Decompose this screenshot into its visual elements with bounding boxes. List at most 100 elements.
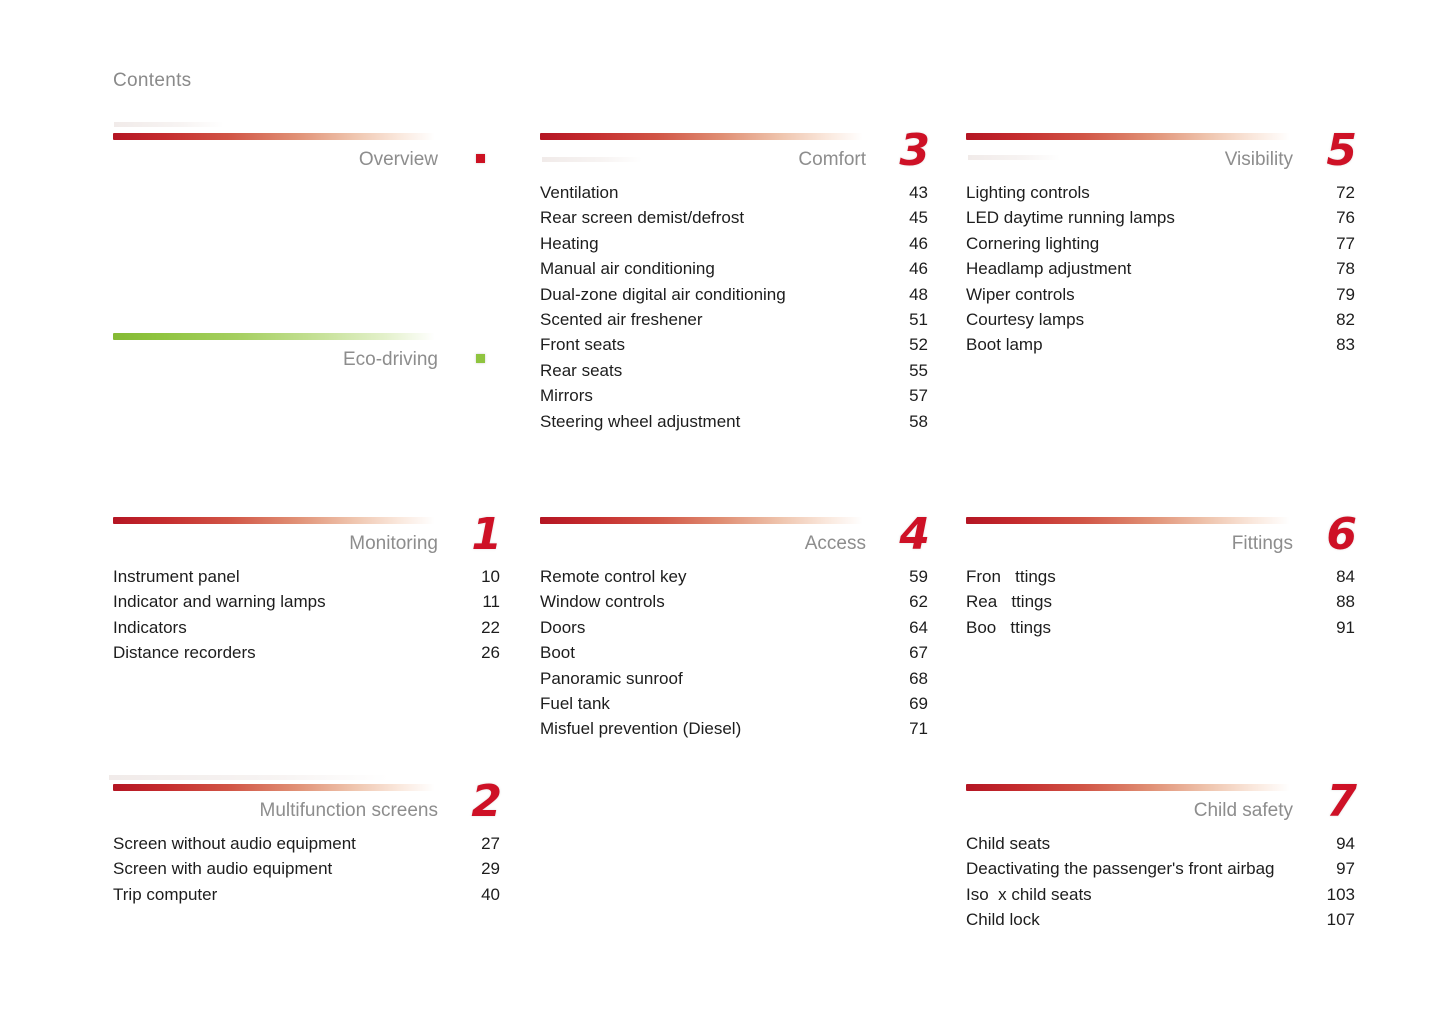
toc-item-page-number: 29 (481, 859, 500, 879)
toc-item: Fuel tank 69 (540, 691, 928, 716)
toc-item: Headlamp adjustment 78 (966, 256, 1355, 281)
toc-item-page-number: 77 (1336, 233, 1355, 253)
toc-item-page-number: 103 (1326, 884, 1355, 904)
toc-item-page-number: 26 (481, 643, 500, 663)
toc-item-label: Cornering lighting (966, 233, 1100, 253)
section-title: Access (804, 533, 866, 554)
toc-item-page-number: 88 (1336, 592, 1355, 612)
toc-item-label: Boo ttings (966, 617, 1052, 637)
section-gradient-bar (113, 333, 438, 340)
toc-item-label: Rear seats (540, 360, 623, 380)
toc-item-label: Scented air freshener (540, 310, 703, 330)
toc-item-label: Lighting controls (966, 183, 1090, 202)
section-item-list: Remote control key 59 Window controls 62 Doo… (540, 564, 928, 742)
section-title: Overview (358, 149, 438, 170)
toc-item-label: LED daytime running lamps (966, 208, 1175, 228)
section-number: 5 (1326, 125, 1357, 176)
section-number: 7 (1326, 776, 1357, 827)
toc-item: Child lock 107 (966, 907, 1355, 932)
toc-item-label: Deactivating the passenger's front airba… (966, 859, 1275, 879)
toc-item-page-number: 46 (909, 233, 928, 253)
section-gradient-bar (540, 133, 866, 140)
toc-item: Dual-zone digital air conditioning 48 (540, 282, 928, 307)
toc-item: Iso x child seats 103 (966, 882, 1355, 907)
toc-item-page-number: 78 (1336, 259, 1355, 279)
section-item-list: Child seats 94 Deactivating the passenger'… (966, 831, 1355, 933)
toc-item-label: Mirrors (540, 386, 593, 406)
toc-item: Indicator and warning lamps 11 (113, 589, 500, 614)
toc-item: Deactivating the passenger's front airba… (966, 856, 1355, 881)
toc-item-page-number: 46 (909, 259, 928, 279)
section-gradient-bar (966, 133, 1293, 140)
section-gradient-bar (113, 133, 438, 140)
toc-item-page-number: 69 (909, 694, 928, 714)
print-artifact (109, 775, 389, 780)
toc-item-label: Steering wheel adjustment (540, 411, 741, 431)
page-title: Contents (113, 70, 192, 91)
toc-item-page-number: 52 (909, 335, 928, 355)
toc-item-label: Wiper controls (966, 284, 1075, 304)
section-comfort: Comfort 3 Ventilation 43 Rear screen demis… (540, 126, 930, 434)
section-fittings: Fittings 6 Fron ttings 84 Rea ttings 88 Boo … (966, 510, 1357, 640)
toc-item: Panoramic sunroof 68 (540, 666, 928, 691)
toc-item-label: Doors (540, 617, 586, 637)
toc-item-label: Child lock (966, 910, 1040, 930)
toc-item-label: Fuel tank (540, 694, 610, 714)
toc-item-label: Rea ttings (966, 592, 1052, 612)
section-gradient-bar (540, 517, 866, 524)
toc-item-label: Misfuel prevention (Diesel) (540, 719, 742, 739)
toc-item-page-number: 10 (481, 567, 500, 586)
toc-item: Distance recorders 26 (113, 640, 500, 665)
toc-item-label: Boot (540, 643, 575, 663)
toc-item: Wiper controls 79 (966, 282, 1355, 307)
section-gradient-bar (966, 517, 1293, 524)
toc-item: Window controls 62 (540, 589, 928, 614)
section-item-list: Lighting controls 72 LED daytime running l… (966, 180, 1355, 358)
section-item-list: Instrument panel 10 Indicator and warning … (113, 564, 500, 666)
toc-item: Boo ttings 91 (966, 615, 1355, 640)
toc-item-label: Front seats (540, 335, 626, 355)
toc-item-page-number: 51 (909, 310, 928, 330)
toc-item: Rea ttings 88 (966, 589, 1355, 614)
toc-item-label: Indicators (113, 617, 187, 637)
toc-item-page-number: 62 (909, 592, 928, 612)
toc-item-label: Screen with audio equipment (113, 859, 333, 879)
toc-item-page-number: 97 (1336, 859, 1355, 879)
toc-item-page-number: 79 (1336, 284, 1355, 304)
toc-item: Fron ttings 84 (966, 564, 1355, 589)
toc-item: Trip computer 40 (113, 882, 500, 907)
section-number: 1 (471, 509, 502, 560)
toc-item-label: Instrument panel (113, 567, 240, 586)
toc-item: Screen without audio equipment 27 (113, 831, 500, 856)
toc-item-label: Rear screen demist/defrost (540, 208, 745, 228)
toc-item-page-number: 83 (1336, 335, 1355, 355)
toc-item-page-number: 84 (1336, 567, 1355, 586)
toc-item-label: Boot lamp (966, 335, 1043, 355)
toc-item-page-number: 76 (1336, 208, 1355, 228)
section-visibility: Visibility 5 Lighting controls 72 LED dayt… (966, 126, 1357, 358)
section-title: Visibility (1224, 149, 1293, 170)
section-title: Monitoring (349, 533, 438, 554)
toc-item-page-number: 57 (909, 386, 928, 406)
section-overview: Overview (113, 122, 500, 180)
section-child-safety: Child safety 7 Child seats 94 Deactivating… (966, 777, 1357, 933)
toc-item-label: Dual-zone digital air conditioning (540, 284, 786, 304)
toc-item-page-number: 68 (909, 668, 928, 688)
toc-item-label: Trip computer (113, 884, 218, 904)
toc-item-label: Indicator and warning lamps (113, 592, 326, 612)
section-gradient-bar (113, 784, 438, 791)
section-title: Comfort (798, 149, 866, 170)
toc-item: Front seats 52 (540, 332, 928, 357)
toc-item-page-number: 59 (909, 567, 928, 586)
section-item-list: Ventilation 43 Rear screen demist/defrost 4… (540, 180, 928, 434)
section-item-list: Fron ttings 84 Rea ttings 88 Boo ttings 91 (966, 564, 1355, 640)
toc-item-label: Screen without audio equipment (113, 834, 356, 853)
section-gradient-bar (966, 784, 1293, 791)
section-eco-driving: Eco-driving (113, 333, 500, 380)
toc-item-page-number: 48 (909, 284, 928, 304)
toc-item: Lighting controls 72 (966, 180, 1355, 205)
toc-item: Indicators 22 (113, 615, 500, 640)
toc-item-label: Headlamp adjustment (966, 259, 1132, 279)
green-square-icon (476, 354, 485, 363)
toc-item-label: Manual air conditioning (540, 259, 715, 279)
